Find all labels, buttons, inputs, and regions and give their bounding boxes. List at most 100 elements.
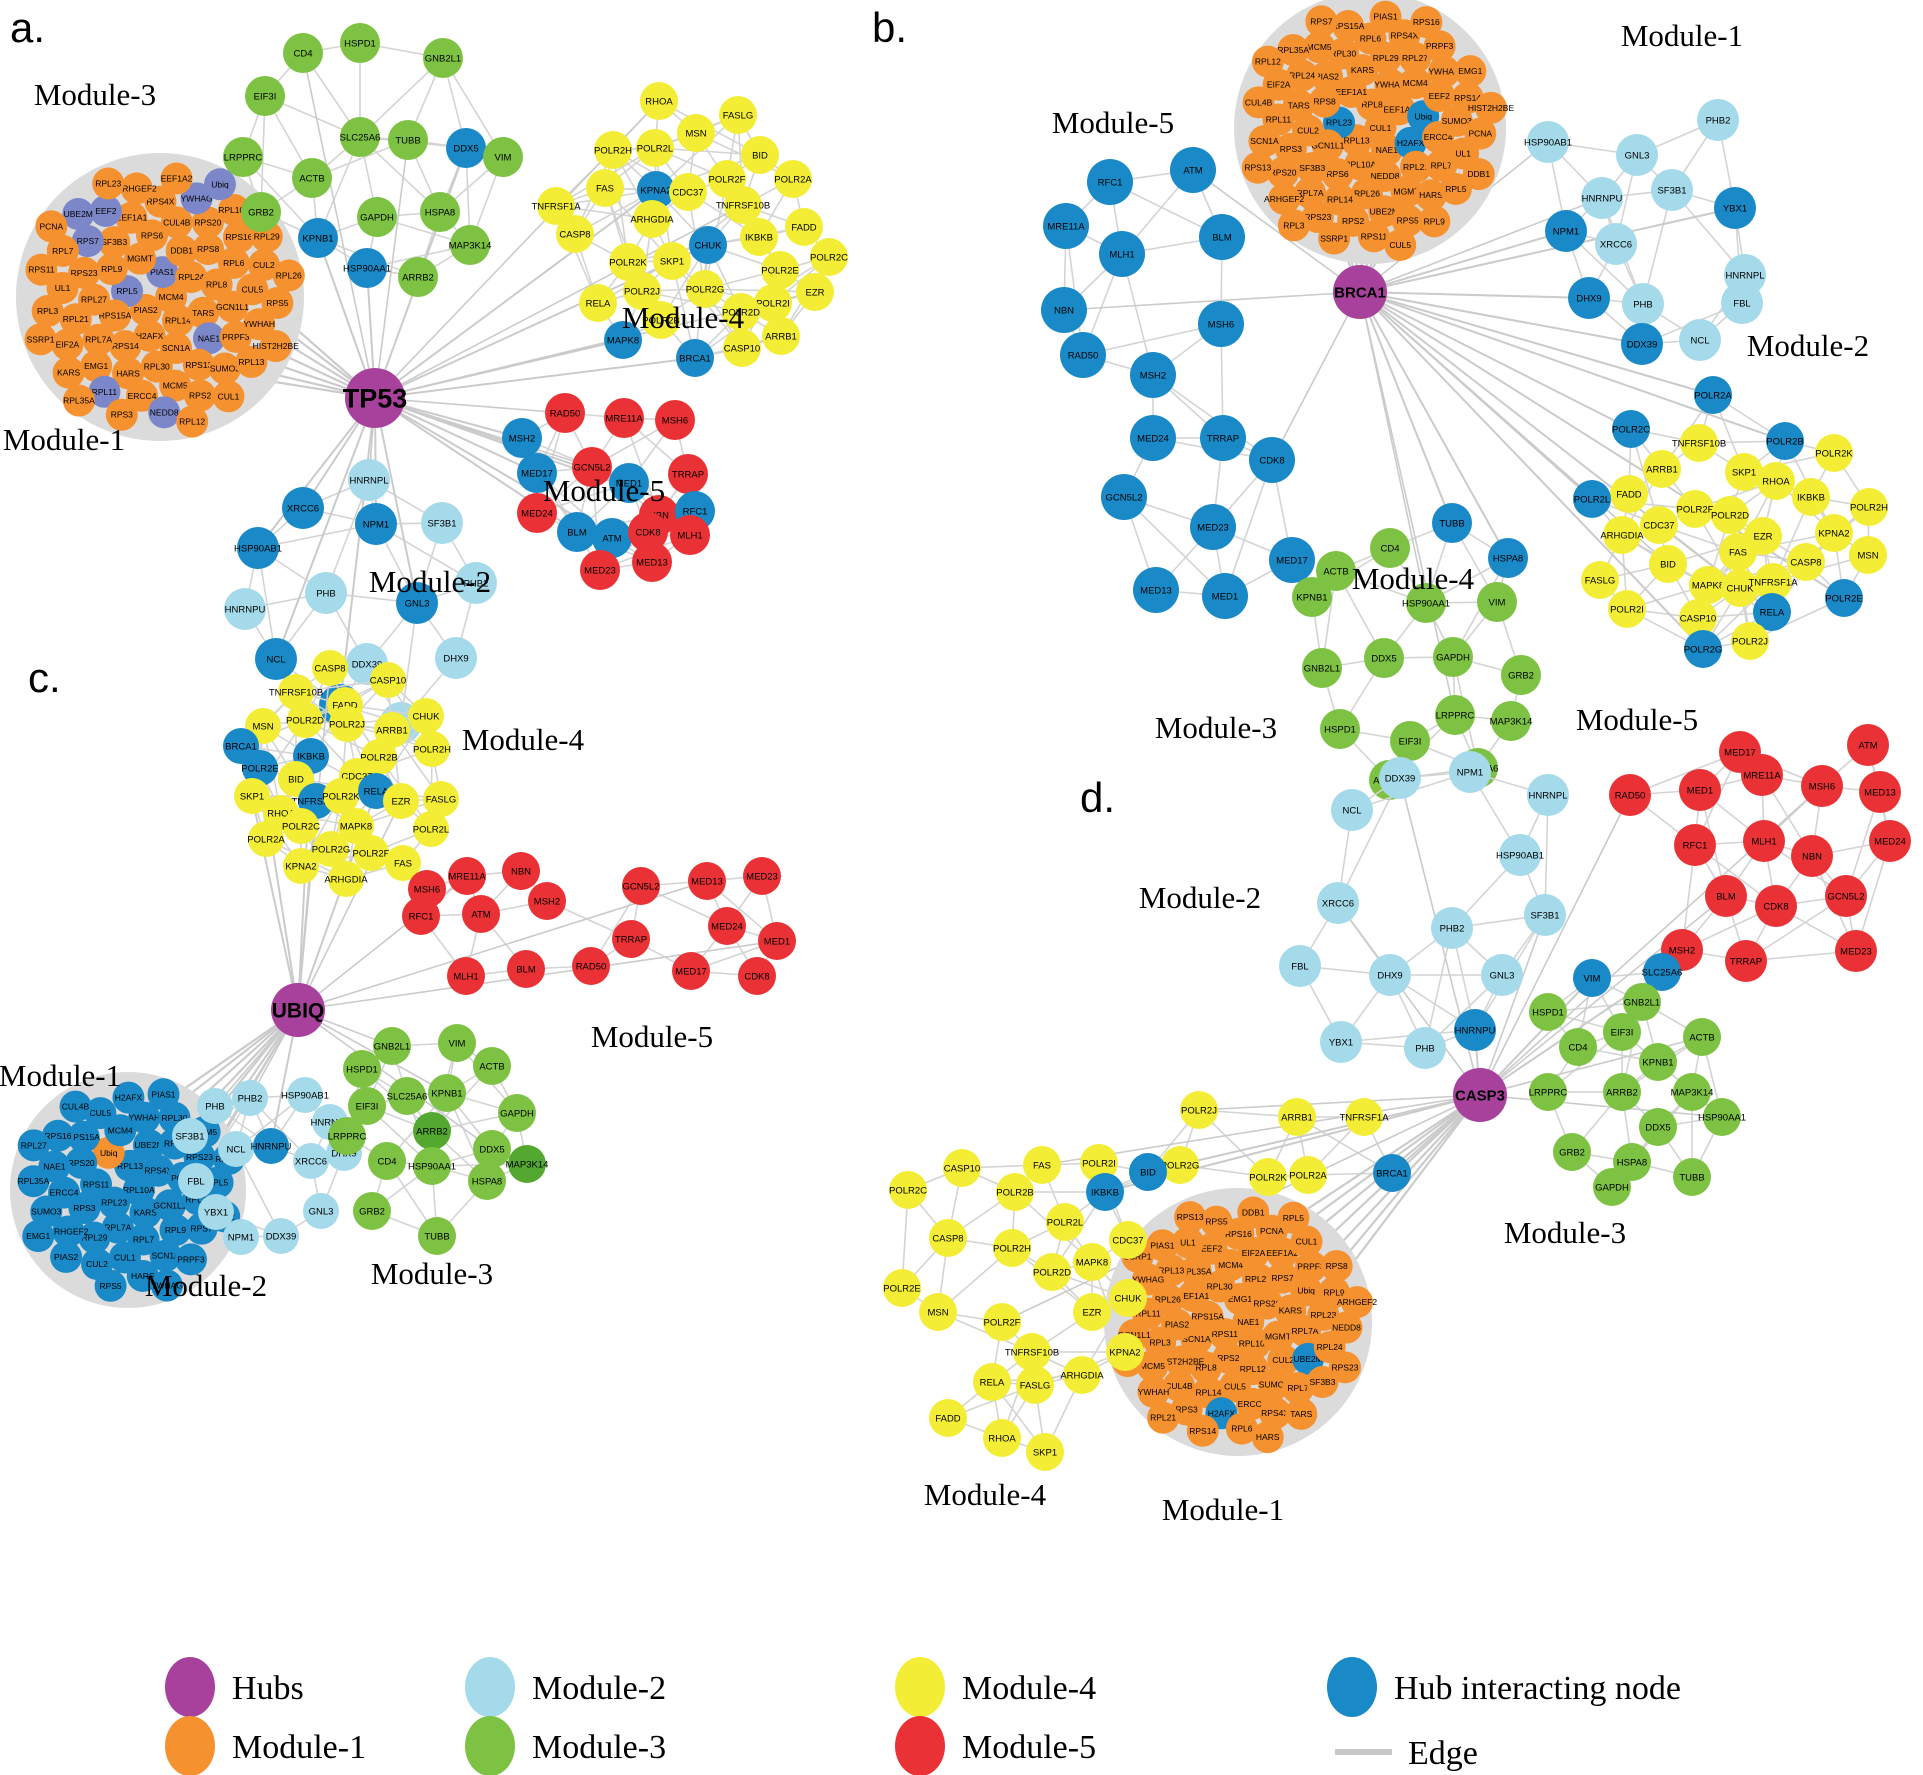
node-HSP90AA1[interactable]: HSP90AA1 bbox=[1402, 583, 1450, 623]
node-RPS2[interactable]: RPS2 bbox=[184, 379, 217, 412]
node-POLR2H[interactable]: POLR2H bbox=[1850, 488, 1888, 526]
node-CUL2[interactable]: CUL2 bbox=[1267, 1344, 1300, 1377]
node-DDX39[interactable]: DDX39 bbox=[1621, 323, 1663, 365]
node-DDB1[interactable]: DDB1 bbox=[1462, 158, 1495, 191]
node-YWHAH[interactable]: YWHAH bbox=[1137, 1375, 1170, 1408]
node-MCM5[interactable]: MCM5 bbox=[1303, 31, 1336, 64]
node-CUL4B[interactable]: CUL4B bbox=[59, 1090, 92, 1123]
node-RPS13[interactable]: RPS13 bbox=[1241, 151, 1274, 184]
node-POLR2K[interactable]: POLR2K bbox=[1249, 1158, 1287, 1196]
node-FAS[interactable]: FAS bbox=[1719, 533, 1757, 571]
node-RPL9[interactable]: RPL9 bbox=[95, 253, 128, 286]
node-POLR2F[interactable]: POLR2F bbox=[983, 1303, 1021, 1341]
node-PCNA[interactable]: PCNA bbox=[35, 210, 68, 243]
node-EZR[interactable]: EZR bbox=[1073, 1293, 1111, 1331]
node-HSPA8[interactable]: HSPA8 bbox=[420, 192, 460, 232]
node-GNB2L1[interactable]: GNB2L1 bbox=[1302, 648, 1342, 688]
node-ARHGDIA[interactable]: ARHGDIA bbox=[1600, 516, 1644, 554]
node-RPS5[interactable]: RPS5 bbox=[261, 287, 294, 320]
node-H2AFX[interactable]: H2AFX bbox=[1394, 126, 1427, 159]
node-YBX1[interactable]: YBX1 bbox=[1320, 1021, 1362, 1063]
node-TRRAP[interactable]: TRRAP bbox=[1200, 415, 1246, 461]
node-CUL4B[interactable]: CUL4B bbox=[1242, 86, 1275, 119]
node-YBX1[interactable]: YBX1 bbox=[1714, 187, 1756, 229]
node-KPNA2[interactable]: KPNA2 bbox=[637, 171, 675, 209]
node-EEF1A1[interactable]: EEF1A1 bbox=[115, 201, 148, 234]
node-ARHGDIA[interactable]: ARHGDIA bbox=[630, 200, 674, 238]
node-CD4[interactable]: CD4 bbox=[1559, 1028, 1597, 1066]
node-CUL5[interactable]: CUL5 bbox=[236, 273, 269, 306]
node-DHX9[interactable]: DHX9 bbox=[1568, 277, 1610, 319]
node-GCN5L2[interactable]: GCN5L2 bbox=[1825, 875, 1867, 917]
node-TNFRSF1A[interactable]: TNFRSF1A bbox=[1339, 1098, 1389, 1136]
node-TNFRSF10B[interactable]: TNFRSF10B bbox=[1672, 424, 1726, 462]
node-EEF1A2[interactable]: EEF1A2 bbox=[160, 162, 193, 195]
node-GAPDH[interactable]: GAPDH bbox=[1593, 1168, 1631, 1206]
node-CASP8[interactable]: CASP8 bbox=[312, 650, 348, 686]
node-RPL21[interactable]: RPL21 bbox=[1400, 150, 1433, 183]
node-GRB2[interactable]: GRB2 bbox=[241, 192, 281, 232]
node-IKBKB[interactable]: IKBKB bbox=[1792, 478, 1830, 516]
node-FBL[interactable]: FBL bbox=[1721, 282, 1763, 324]
node-RPS16[interactable]: RPS16 bbox=[41, 1119, 74, 1152]
node-FADD[interactable]: FADD bbox=[1610, 475, 1648, 513]
node-RPL6[interactable]: RPL6 bbox=[217, 246, 250, 279]
node-CDK8[interactable]: CDK8 bbox=[1249, 437, 1295, 483]
node-EZR[interactable]: EZR bbox=[796, 273, 834, 311]
node-SUMO3[interactable]: SUMO3 bbox=[30, 1195, 63, 1228]
node-FASLG[interactable]: FASLG bbox=[423, 781, 459, 817]
node-POLR2C[interactable]: POLR2C bbox=[1612, 410, 1650, 448]
node-SSRP1[interactable]: SSRP1 bbox=[24, 323, 57, 356]
node-BLM[interactable]: BLM bbox=[1199, 214, 1245, 260]
node-MSH2[interactable]: MSH2 bbox=[1130, 352, 1176, 398]
node-DDX5[interactable]: DDX5 bbox=[473, 1130, 511, 1168]
node-PHB[interactable]: PHB bbox=[1404, 1027, 1446, 1069]
node-RPL21[interactable]: RPL21 bbox=[59, 303, 92, 336]
hub-BRCA1[interactable]: BRCA1 bbox=[1333, 265, 1387, 319]
node-POLR2H[interactable]: POLR2H bbox=[993, 1229, 1031, 1267]
node-GNB2L1[interactable]: GNB2L1 bbox=[423, 38, 463, 78]
node-RPL9[interactable]: RPL9 bbox=[159, 1214, 192, 1247]
node-ARRB1[interactable]: ARRB1 bbox=[374, 712, 410, 748]
node-RPL30[interactable]: RPL30 bbox=[1327, 37, 1360, 70]
node-RPL7[interactable]: RPL7 bbox=[46, 234, 79, 267]
node-PIAS2[interactable]: PIAS2 bbox=[1311, 60, 1344, 93]
node-XRCC6[interactable]: XRCC6 bbox=[282, 487, 324, 529]
node-SLC25A6[interactable]: SLC25A6 bbox=[340, 117, 381, 157]
hub-TP53[interactable]: TP53 bbox=[343, 368, 408, 428]
node-GNL3[interactable]: GNL3 bbox=[303, 1193, 339, 1229]
node-TUBB[interactable]: TUBB bbox=[1432, 503, 1472, 543]
node-BID[interactable]: BID bbox=[1129, 1153, 1167, 1191]
node-CUL1[interactable]: CUL1 bbox=[212, 380, 245, 413]
node-MSH6[interactable]: MSH6 bbox=[1198, 301, 1244, 347]
node-HSPD1[interactable]: HSPD1 bbox=[1529, 993, 1567, 1031]
node-MAP3K14[interactable]: MAP3K14 bbox=[1490, 701, 1533, 741]
node-LRPPRC[interactable]: LRPPRC bbox=[328, 1117, 367, 1155]
node-ARHGDIA[interactable]: ARHGDIA bbox=[1060, 1356, 1104, 1394]
node-HSP90AB1[interactable]: HSP90AB1 bbox=[1524, 121, 1572, 163]
node-RPS13[interactable]: RPS13 bbox=[1174, 1201, 1207, 1234]
node-XRCC6[interactable]: XRCC6 bbox=[1317, 882, 1359, 924]
node-POLR2C[interactable]: POLR2C bbox=[889, 1171, 927, 1209]
node-CDC37[interactable]: CDC37 bbox=[1109, 1221, 1147, 1259]
node-RPS6[interactable]: RPS6 bbox=[1321, 158, 1354, 191]
node-HSP90AB1[interactable]: HSP90AB1 bbox=[234, 527, 282, 569]
node-DDX39[interactable]: DDX39 bbox=[263, 1218, 299, 1254]
node-SF3B1[interactable]: SF3B1 bbox=[1524, 894, 1566, 936]
node-ACTB[interactable]: ACTB bbox=[292, 158, 332, 198]
node-VIM[interactable]: VIM bbox=[1477, 582, 1517, 622]
node-EMG1[interactable]: EMG1 bbox=[22, 1220, 55, 1253]
node-RAD50[interactable]: RAD50 bbox=[572, 947, 610, 985]
node-SF3B1[interactable]: SF3B1 bbox=[421, 502, 463, 544]
node-DDX5[interactable]: DDX5 bbox=[1639, 1108, 1677, 1146]
node-POLR2H[interactable]: POLR2H bbox=[594, 131, 632, 169]
node-MSH2[interactable]: MSH2 bbox=[528, 882, 566, 920]
node-EIF3I[interactable]: EIF3I bbox=[245, 76, 285, 116]
node-MAP3K14[interactable]: MAP3K14 bbox=[449, 225, 492, 265]
node-TNFRSF10B[interactable]: TNFRSF10B bbox=[269, 674, 323, 710]
node-MCM5[interactable]: MCM5 bbox=[1136, 1349, 1169, 1382]
node-SCN1A[interactable]: SCN1A bbox=[1248, 125, 1281, 158]
node-BRCA1[interactable]: BRCA1 bbox=[676, 339, 714, 377]
node-POLR2J[interactable]: POLR2J bbox=[1180, 1091, 1218, 1129]
node-GNB2L1[interactable]: GNB2L1 bbox=[1623, 983, 1661, 1021]
